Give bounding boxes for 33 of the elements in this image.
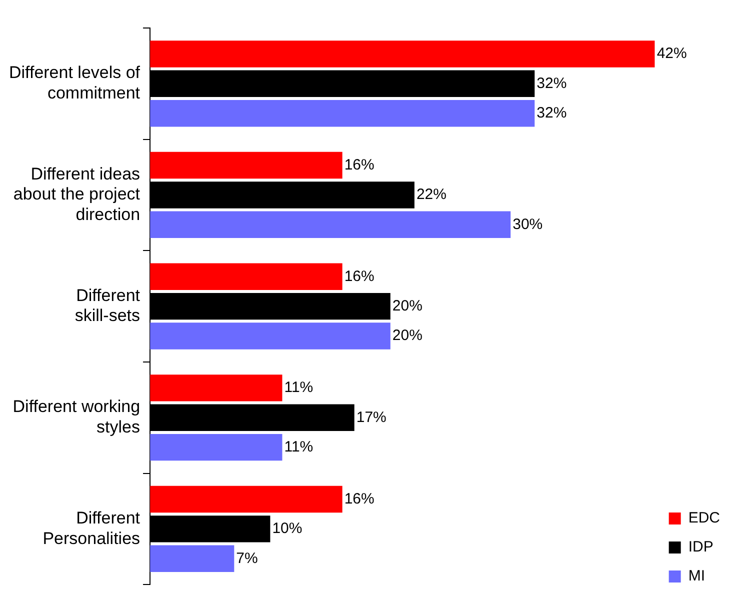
data-label: 10% (272, 520, 302, 538)
y-tick-label: Different ideas about the project direction (13, 164, 140, 224)
bar (150, 152, 342, 179)
data-label: 22% (416, 186, 446, 204)
data-label: 11% (284, 379, 314, 396)
data-label: 20% (392, 327, 422, 344)
data-label: 32% (536, 104, 567, 122)
data-label: 17% (356, 408, 386, 426)
y-tick-label: Different skill-sets (74, 286, 140, 326)
data-label: 16% (344, 268, 374, 285)
legend-label: IDP (688, 538, 714, 556)
data-label: 42% (656, 45, 687, 62)
bar (150, 263, 342, 290)
data-label: 11% (284, 438, 314, 456)
bar (150, 322, 390, 350)
bar (150, 211, 511, 238)
y-tick-label: Different Personalities (42, 508, 140, 548)
bar (150, 545, 234, 572)
bar (150, 100, 535, 127)
y-tick-label: Different working styles (12, 397, 140, 437)
legend-label: EDC (688, 510, 720, 527)
bar (150, 374, 282, 402)
legend-label: MI (688, 568, 705, 585)
y-tick-label: Different levels of commitment (8, 63, 140, 103)
bar (150, 434, 282, 461)
data-label: 7% (236, 550, 258, 567)
data-label: 30% (512, 216, 543, 233)
data-label: 32% (536, 74, 567, 92)
data-label: 16% (344, 156, 374, 174)
bar (150, 486, 342, 513)
data-label: 20% (392, 297, 422, 314)
data-label: 16% (344, 490, 374, 508)
bar (150, 40, 655, 68)
